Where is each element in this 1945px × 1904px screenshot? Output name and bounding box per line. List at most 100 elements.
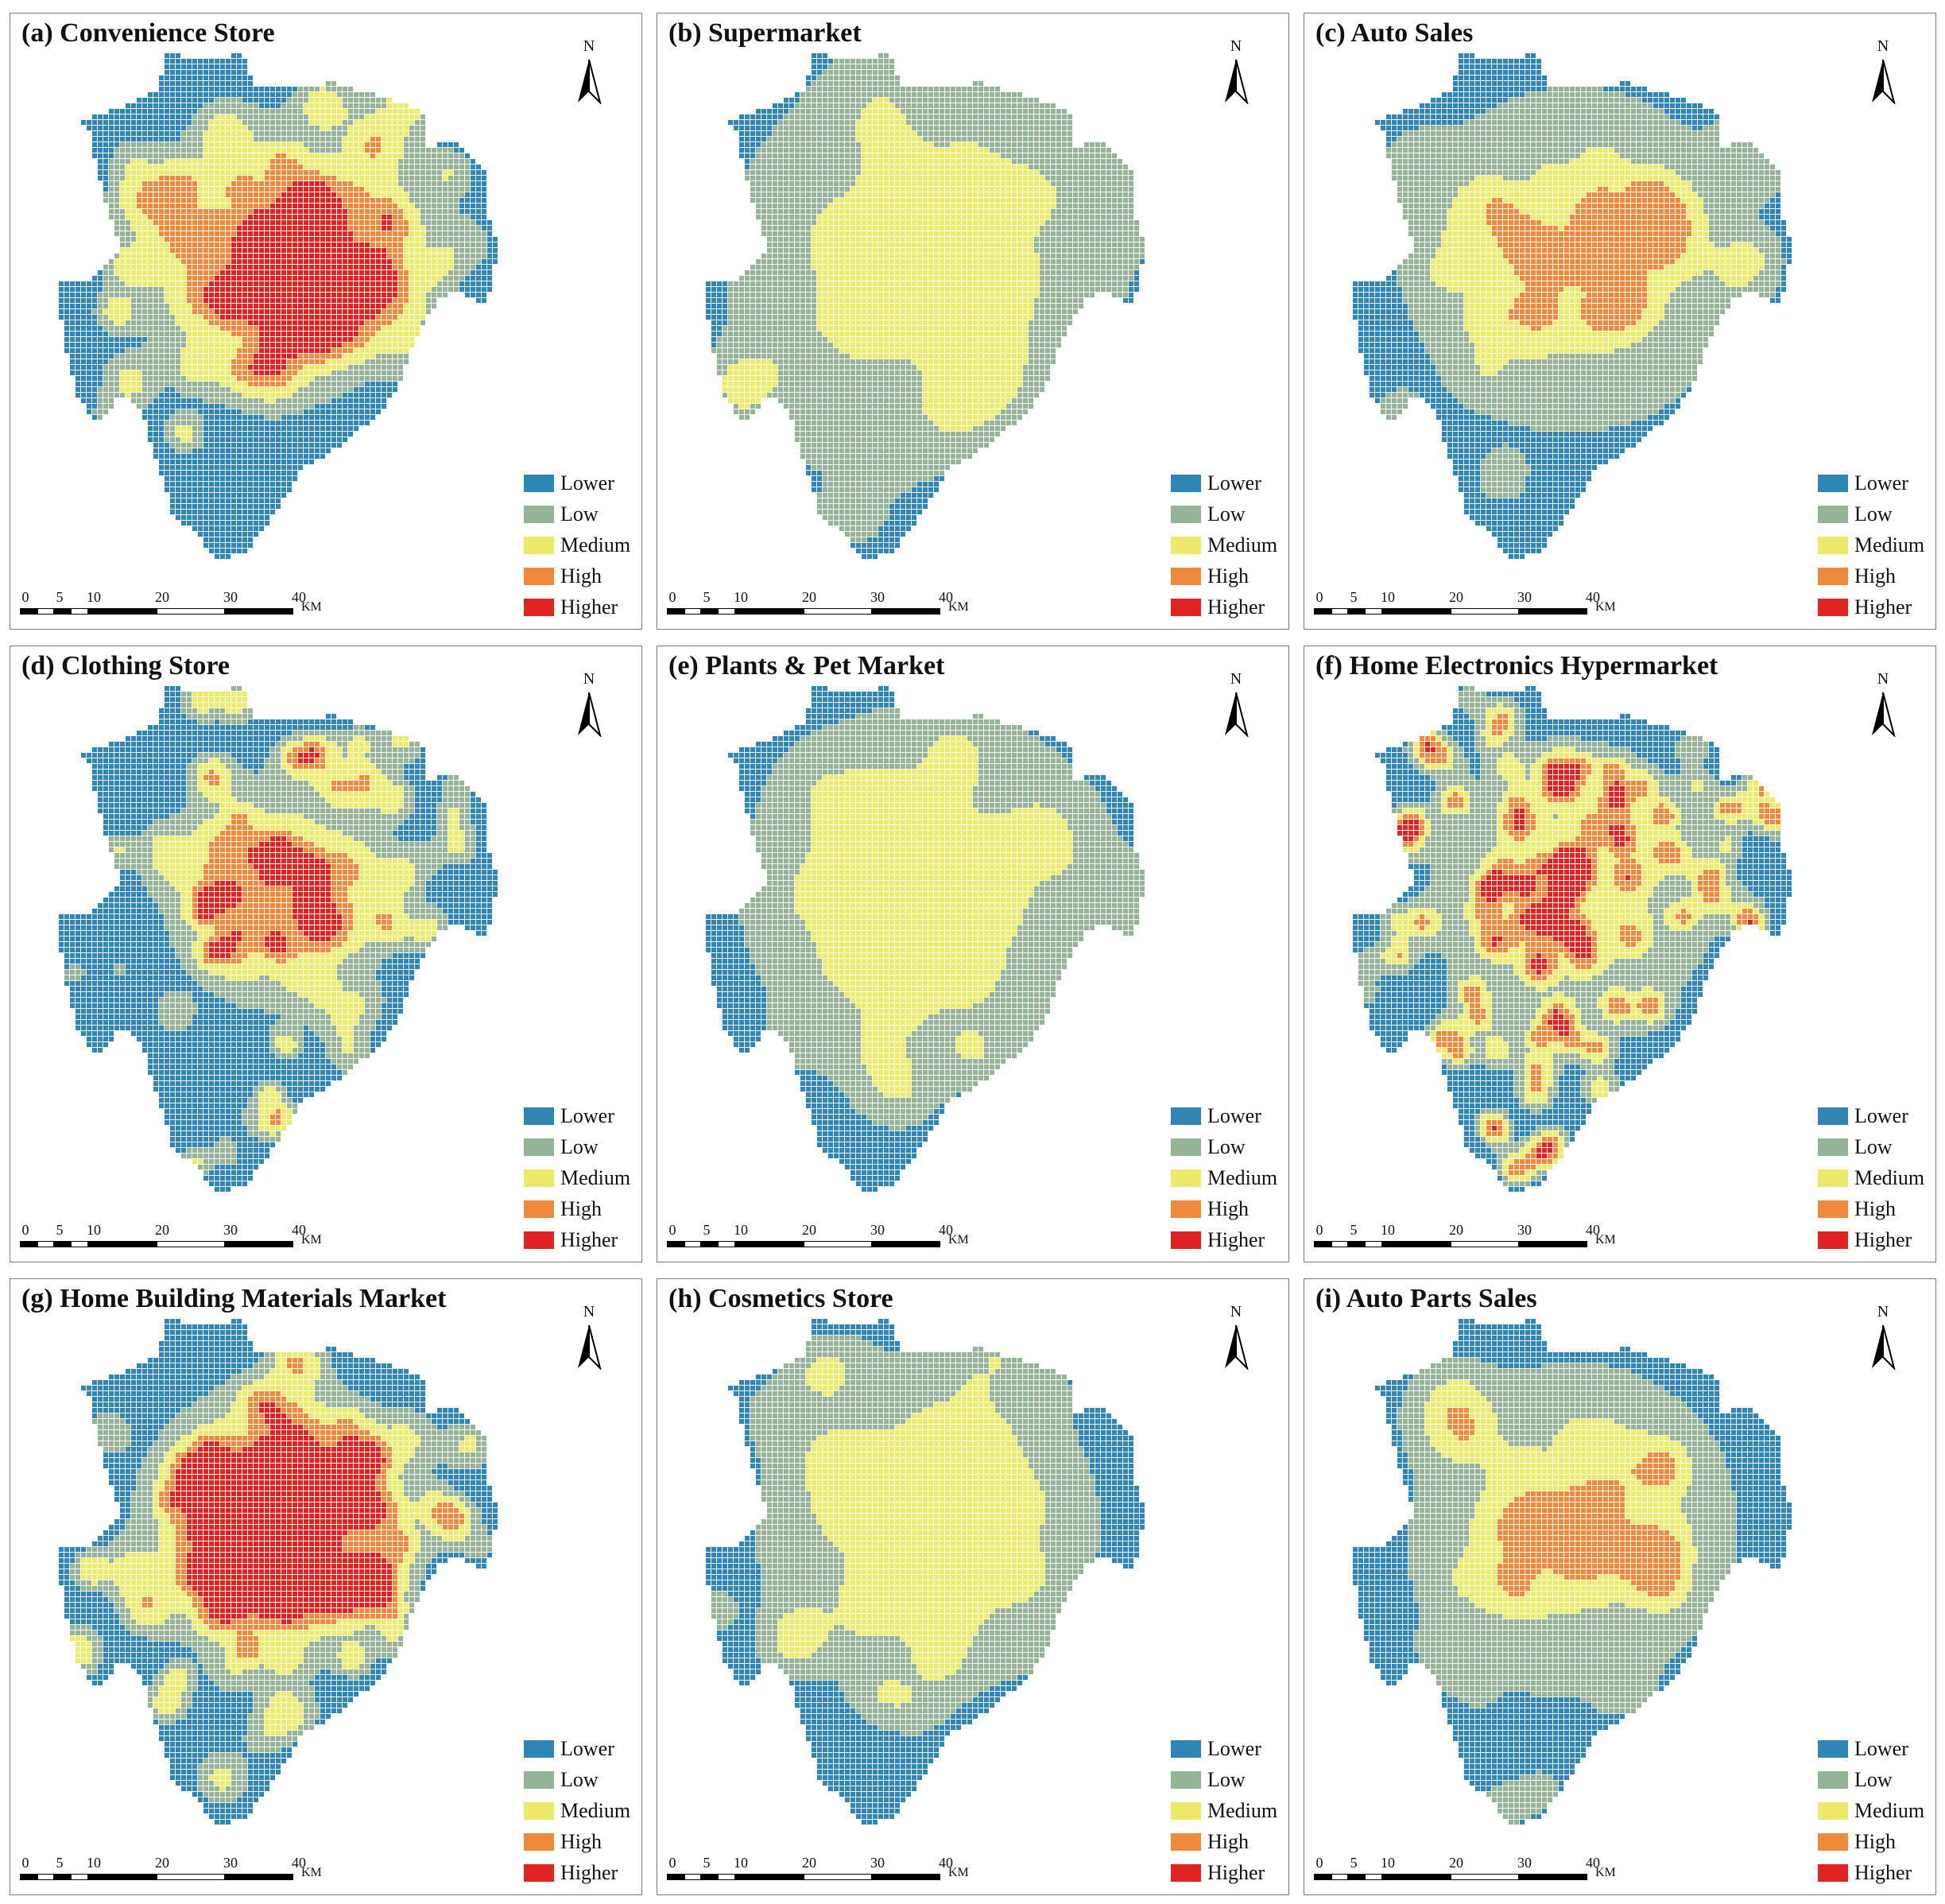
scale-segments [1314,1241,1587,1247]
scale-tick: 20 [155,589,169,606]
scale-tick: 20 [802,1855,816,1871]
scale-tick: 10 [734,1222,748,1239]
scale-tick: 0 [1316,1222,1323,1239]
legend-label: High [1207,1830,1249,1854]
scale-tick: 10 [87,1855,101,1871]
legend-item-low: Low [1818,1764,1934,1795]
legend-item-higher: Higher [524,1857,640,1888]
legend-item-medium: Medium [1818,1795,1934,1826]
legend-item-medium: Medium [1818,529,1934,560]
legend-item-lower: Lower [1818,467,1934,498]
legend-item-low: Low [1818,1131,1934,1162]
scale-unit: KM [1595,1233,1616,1247]
legend-item-high: High [1171,1193,1287,1224]
legend-swatch [1171,536,1201,554]
scale-tick: 30 [870,1222,885,1239]
scale-tick: 5 [703,1855,711,1871]
scale-tick: 10 [87,589,101,606]
scale-tick: 20 [1449,1855,1463,1871]
scale-tick: 40 [939,1222,953,1239]
scale-bar: 0 5 10 20 30 40 KM [667,1222,1001,1254]
legend-item-lower: Lower [1171,1733,1287,1764]
scale-tick: 40 [292,1855,306,1871]
legend-item-higher: Higher [1171,1857,1287,1888]
scale-tick: 30 [870,589,885,606]
legend-item-low: Low [1818,498,1934,529]
scale-segments [20,1241,293,1247]
legend-swatch [1171,505,1201,523]
scale-segments [1314,608,1587,615]
legend-swatch [1818,1770,1848,1789]
legend-label: Lower [560,1104,614,1128]
legend-label: High [560,1830,602,1854]
legend-item-low: Low [524,1131,640,1162]
panel-title: (g) Home Building Materials Market [21,1284,446,1314]
legend-label: High [1854,1197,1896,1221]
legend-swatch [524,1801,554,1820]
scale-tick: 10 [734,589,748,606]
panel-b: (b) Supermarket N Lower Low Medium High … [657,13,1289,630]
legend: Lower Low Medium High Higher [1818,1100,1934,1255]
scale-segments [20,1874,293,1880]
panel-title: (h) Cosmetics Store [668,1284,893,1314]
scale-segments [667,608,940,615]
legend-item-medium: Medium [1171,1162,1287,1193]
legend-swatch [524,474,554,492]
legend: Lower Low Medium High Higher [1171,1733,1287,1888]
legend-swatch [1818,1739,1848,1758]
legend-label: Higher [560,1228,618,1252]
legend-label: High [1207,564,1249,588]
scale-tick: 20 [1449,589,1463,606]
scale-tick: 40 [292,1222,306,1239]
legend-swatch [1818,1801,1848,1820]
scale-tick: 20 [1449,1222,1463,1239]
scale-tick: 0 [1316,589,1323,606]
legend-swatch [1818,1231,1848,1249]
scale-tick: 30 [870,1855,885,1871]
legend-swatch [1818,1200,1848,1218]
north-arrow: N [1859,1303,1907,1375]
north-letter: N [1212,1303,1260,1321]
scale-unit: KM [948,1866,969,1880]
legend-label: Low [1854,502,1893,526]
density-cells [706,53,1145,559]
legend-swatch [1171,1138,1201,1156]
legend-label: Higher [1854,595,1912,619]
legend-label: Low [1854,1768,1893,1792]
legend-item-higher: Higher [1818,591,1934,622]
legend-item-higher: Higher [1171,1224,1287,1255]
north-arrow: N [1859,670,1907,742]
north-letter: N [1212,37,1260,56]
legend-label: Medium [560,533,630,557]
density-cells [1353,1319,1792,1825]
legend-item-higher: Higher [1818,1224,1934,1255]
legend-swatch [1171,1169,1201,1187]
heat-map [1353,1319,1792,1825]
panel-title: (d) Clothing Store [21,651,230,681]
legend-label: Medium [560,1799,630,1823]
panel-title: (a) Convenience Store [21,18,275,48]
legend-label: Higher [560,1861,618,1885]
legend-swatch [1171,1832,1201,1851]
north-arrow-icon [1872,59,1896,104]
legend-swatch [524,1107,554,1125]
legend-label: Medium [1207,533,1277,557]
legend-item-low: Low [1171,1131,1287,1162]
panel-title: (b) Supermarket [668,18,862,48]
heat-map [1353,686,1792,1192]
panel-g: (g) Home Building Materials Market N Low… [10,1278,642,1895]
legend-item-medium: Medium [524,529,640,560]
legend-swatch [1171,567,1201,585]
north-arrow: N [1212,1303,1260,1375]
scale-tick: 30 [1517,589,1532,606]
legend-label: Medium [1207,1799,1277,1823]
scale-tick: 20 [155,1222,169,1239]
legend-label: Medium [560,1166,630,1190]
scale-tick: 5 [56,1855,64,1871]
panel-title: (f) Home Electronics Hypermarket [1315,651,1718,681]
heat-map [59,1319,498,1825]
legend-label: High [560,564,602,588]
north-letter: N [565,670,613,688]
scale-tick: 10 [1381,1222,1395,1239]
legend-label: Lower [1207,471,1261,495]
